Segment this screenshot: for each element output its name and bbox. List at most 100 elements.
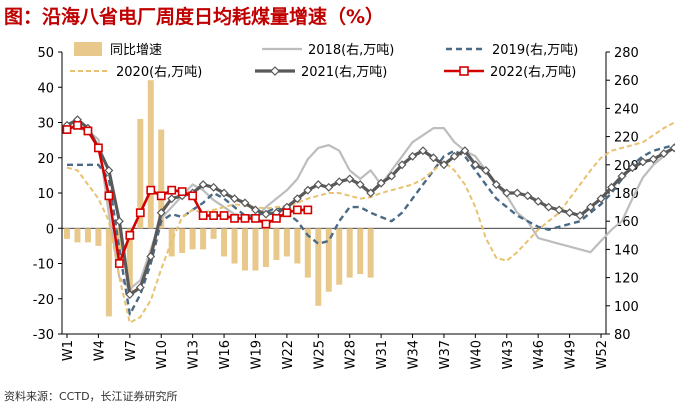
series-2021-point-w18	[240, 198, 250, 208]
legend-marker-series-2022	[459, 66, 469, 76]
series-2021-point-w16	[219, 188, 229, 198]
series-2021-point-w41	[481, 165, 491, 175]
series-2022-point-w22	[282, 208, 292, 218]
right-tick-label: 260	[614, 74, 639, 89]
right-tick-label: 220	[614, 131, 639, 146]
series-2022-point-w20	[261, 219, 271, 229]
bar-yoy-w22	[283, 228, 290, 257]
bar-yoy-w5	[105, 228, 112, 317]
series-2022-point-w5	[104, 191, 114, 201]
series-2022-point-w9	[146, 185, 156, 195]
series-2022-point-w23	[292, 205, 302, 215]
series-2022-point-w3	[83, 126, 93, 136]
bar-yoy-w30	[367, 228, 374, 278]
x-tick-label: W22	[281, 340, 296, 369]
legend-label: 同比增速	[110, 43, 162, 58]
series-2021-point-w20	[261, 209, 271, 219]
series-2022-point-w21	[272, 213, 281, 223]
right-tick-label: 240	[614, 102, 639, 117]
series-2022-point-w14	[198, 211, 208, 220]
series-2021-point-w45	[523, 191, 533, 201]
x-tick-label: W43	[501, 340, 516, 369]
x-tick-label: W52	[595, 340, 610, 369]
series-2021-point-w27	[334, 177, 344, 187]
series-2022-point-w12	[177, 187, 187, 196]
x-tick-label: W28	[344, 340, 359, 369]
series-2020-line	[66, 120, 675, 324]
series-2021-point-w24	[303, 185, 313, 195]
series-2022-line	[66, 124, 308, 265]
x-tick-label: W13	[187, 340, 202, 369]
series-2022-point-w19	[251, 213, 260, 223]
series-2021-point-w32	[387, 171, 397, 181]
left-tick-label: 30	[37, 117, 54, 132]
bar-yoy-w16	[221, 228, 228, 257]
x-tick-label: W31	[375, 340, 390, 369]
x-tick-label: W16	[218, 340, 233, 369]
series-2021-point-w59	[669, 143, 675, 153]
series-2021-point-w56	[638, 157, 648, 167]
series-2018-line	[66, 124, 675, 290]
series-2021-point-w57	[648, 154, 658, 164]
series-2021-point-w44	[512, 188, 522, 198]
x-tick-label: W10	[155, 340, 170, 369]
series-2021-point-w19	[251, 205, 260, 215]
bar-yoy-w1	[64, 228, 70, 239]
right-tick-label: 280	[614, 46, 639, 61]
legend-label: 2018(右,万吨)	[308, 43, 394, 58]
bar-yoy-w17	[231, 228, 238, 264]
left-tick-label: 10	[37, 187, 54, 202]
x-tick-label: W34	[407, 340, 422, 369]
series-2021-point-w11	[167, 194, 177, 204]
series-2021-point-w33	[397, 160, 407, 170]
series-2021-point-w14	[198, 180, 208, 189]
series-2021-point-w40	[470, 160, 480, 170]
bar-yoy-w13	[189, 228, 196, 250]
legend-label: 2020(右,万吨)	[116, 65, 202, 80]
series-2022-point-w10	[156, 191, 166, 201]
bar-yoy-w4	[95, 228, 102, 246]
series-2022-point-w15	[209, 211, 218, 220]
bar-yoy-w9	[147, 80, 154, 229]
left-tick-label: -20	[33, 293, 54, 308]
bar-yoy-w20	[262, 228, 269, 268]
series-2022-point-w7	[125, 230, 135, 240]
series-2022-point-w16	[219, 211, 229, 220]
series-2021-point-w17	[230, 194, 239, 204]
series-2022-point-w17	[230, 213, 239, 223]
left-tick-label: -10	[33, 258, 54, 273]
series-2021-point-w48	[554, 205, 564, 215]
series-2021-point-w51	[586, 202, 595, 212]
series-2021-point-w34	[408, 151, 417, 161]
series-2021-point-w36	[429, 153, 438, 163]
series-2022-point-w11	[167, 185, 177, 195]
left-tick-label: 20	[37, 152, 54, 167]
bar-yoy-w7	[126, 228, 133, 292]
series-2022-point-w18	[240, 213, 250, 223]
bar-yoy-w15	[210, 228, 217, 239]
series-2022-point-w2	[73, 120, 82, 130]
series-2021-point-w7	[125, 290, 135, 299]
x-tick-label: W49	[564, 340, 579, 369]
series-2021-point-w5	[104, 165, 114, 175]
legend-label: 2019(右,万吨)	[492, 43, 578, 58]
chart-title: 图：沿海八省电厂周度日均耗煤量增速（%）	[4, 6, 385, 28]
series-2021-point-w10	[156, 208, 166, 218]
series-2021-point-w35	[418, 146, 428, 156]
axes-layer: 50403020100-10-20-3028026024022020018016…	[33, 46, 639, 369]
bar-yoy-w27	[336, 228, 343, 285]
series-2021-point-w54	[617, 171, 627, 181]
bar-yoy-w14	[200, 228, 207, 250]
bar-yoy-w18	[242, 228, 248, 271]
x-tick-label: W19	[249, 340, 264, 369]
series-2022-point-w24	[303, 205, 313, 215]
series-2021-point-w49	[565, 208, 575, 218]
left-tick-label: 0	[46, 222, 54, 237]
x-tick-label: W46	[532, 340, 547, 369]
bar-yoy-w29	[357, 228, 364, 275]
series-2021-point-w28	[345, 174, 355, 184]
series-2021-point-w8	[135, 283, 145, 292]
bar-yoy-w8	[137, 118, 144, 229]
series-2019-line	[67, 143, 675, 316]
right-tick-label: 160	[614, 215, 639, 230]
